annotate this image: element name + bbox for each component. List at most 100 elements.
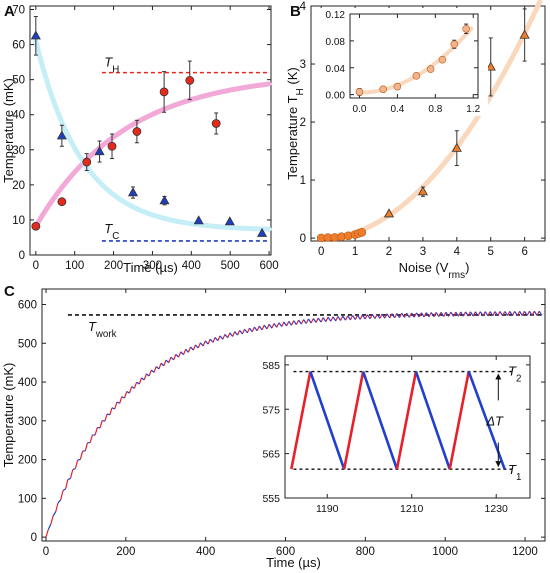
panel-b: B 0 1 2 3 4 5 6 0 1 2 3 4 Noise (Vrms) Temperature TH … xyxy=(285,0,546,281)
plot-frame xyxy=(41,288,546,542)
y-tick-label: 565 xyxy=(262,449,280,461)
y-tick-label: 20 xyxy=(12,180,25,192)
y-tick-label: 0.04 xyxy=(326,64,346,75)
x-tick-label: 300 xyxy=(143,260,162,272)
x-tick-label: 1210 xyxy=(400,503,424,515)
data-point-triangle xyxy=(224,216,235,226)
x-tick-label: 2 xyxy=(386,246,392,258)
x-tick-label: 600 xyxy=(276,546,295,558)
inset-data-point xyxy=(355,88,364,96)
x-axis-title: Time (µs) xyxy=(266,555,321,570)
x-tick-label: 500 xyxy=(221,260,240,272)
y-tick-label: 30 xyxy=(12,145,25,157)
y-tick-label: 100 xyxy=(18,493,37,505)
x-tick-label: 1000 xyxy=(432,546,458,558)
label-delta-t: ΔT xyxy=(485,413,504,428)
x-tick-label: 200 xyxy=(116,546,135,558)
panel-label: C xyxy=(4,283,15,300)
y-tick-label: 500 xyxy=(18,338,37,350)
data-point-triangle xyxy=(94,146,105,156)
data-point-triangle xyxy=(56,130,67,140)
inset-heating-segment xyxy=(448,371,471,470)
x-tick-label: 0 xyxy=(33,260,39,272)
data-point-circle xyxy=(107,141,117,151)
inset-heating-segment xyxy=(395,371,418,470)
y-tick-label: 2 xyxy=(300,117,306,129)
x-tick-label: 3 xyxy=(420,246,426,258)
y-tick-label: 4 xyxy=(300,1,307,13)
y-tick-label: 0 xyxy=(300,233,306,245)
panel-a: A 0 100 200 300 400 500 600 0 10 20 30 40 50 60 70 Time … xyxy=(1,3,279,275)
y-tick-label: 40 xyxy=(12,110,25,122)
data-point-circle xyxy=(211,119,221,128)
y-tick-label: 0.08 xyxy=(326,37,346,48)
delta-arrowhead-up xyxy=(495,373,502,380)
y-tick-label: 0.00 xyxy=(326,91,346,102)
x-tick-label: 1190 xyxy=(316,503,339,515)
inset-cooling-segment xyxy=(414,371,451,470)
y-tick-label: 0 xyxy=(31,532,37,544)
plot-frame xyxy=(310,5,546,242)
fit-curve xyxy=(33,81,272,229)
y-tick-label: 1 xyxy=(300,175,306,187)
x-tick-label: 1200 xyxy=(512,546,538,558)
label-t-hot: TH xyxy=(104,55,119,76)
y-axis-title: Temperature (mK) xyxy=(1,78,16,183)
panel-label: A xyxy=(4,3,15,20)
label-t1: T1 xyxy=(508,462,521,483)
x-tick-label: 5 xyxy=(488,246,494,258)
y-tick-label: 60 xyxy=(12,40,25,52)
plot-frame xyxy=(349,13,479,99)
data-point-circle xyxy=(185,75,195,85)
x-tick-label: 0.0 xyxy=(353,104,367,115)
y-tick-label: 300 xyxy=(18,416,37,428)
label-t-cold: TC xyxy=(104,221,119,242)
data-point-triangle xyxy=(159,195,170,205)
inset-data-point xyxy=(426,65,435,73)
x-tick-label: 400 xyxy=(196,546,215,558)
y-tick-label: 600 xyxy=(18,300,37,312)
data-point-triangle xyxy=(485,61,496,71)
data-point-circle xyxy=(31,221,41,231)
data-point-triangle xyxy=(383,208,395,218)
x-tick-label: 1230 xyxy=(485,503,509,515)
fit-curve xyxy=(33,38,272,232)
data-point-triangle xyxy=(127,187,139,197)
inset-data-point xyxy=(438,55,447,64)
data-point-circle xyxy=(159,87,169,97)
y-tick-label: 585 xyxy=(262,360,280,372)
x-tick-label: 0 xyxy=(43,546,49,558)
y-tick-label: 555 xyxy=(262,493,280,505)
data-point-triangle xyxy=(451,142,462,152)
x-axis-title: Noise (Vrms) xyxy=(399,260,470,281)
data-point-triangle xyxy=(193,215,204,225)
inset-data-point xyxy=(393,82,402,91)
heating-segments xyxy=(45,310,540,538)
plot-frame xyxy=(284,355,531,499)
label-t-work: Twork xyxy=(88,319,117,340)
x-tick-label: 6 xyxy=(521,246,527,258)
plot-frame xyxy=(29,5,272,256)
data-point-circle xyxy=(57,197,67,207)
y-tick-label: 3 xyxy=(300,59,306,71)
data-point-circle xyxy=(82,157,92,167)
inset-heating-segment xyxy=(290,371,312,470)
y-tick-label: 400 xyxy=(18,377,37,389)
x-tick-label: 200 xyxy=(104,260,123,272)
x-tick-label: 1.2 xyxy=(466,104,480,115)
x-tick-label: 0 xyxy=(318,246,324,258)
data-point-circle xyxy=(132,127,142,136)
delta-arrowhead-down xyxy=(495,461,502,468)
inset-data-point xyxy=(462,24,470,33)
data-point-triangle xyxy=(257,227,268,237)
inset-data-point xyxy=(379,85,387,94)
x-tick-label: 4 xyxy=(454,246,461,258)
inset-data-point xyxy=(450,40,459,49)
cooling-segments xyxy=(47,310,543,531)
x-tick-label: 1 xyxy=(352,246,358,258)
x-axis-title: Time (µs) xyxy=(123,260,178,275)
x-tick-label: 0.8 xyxy=(428,104,442,115)
y-tick-label: 10 xyxy=(12,215,25,227)
y-tick-label: 200 xyxy=(18,455,37,467)
x-tick-label: 0.4 xyxy=(390,104,404,115)
